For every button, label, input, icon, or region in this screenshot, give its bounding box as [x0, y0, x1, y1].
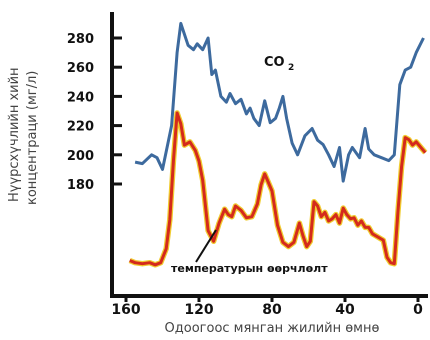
co2-series-layer	[134, 21, 425, 183]
y-tick-label-240: 240	[67, 90, 94, 105]
y-tick-label-260: 260	[67, 61, 94, 76]
x-tick-label-120: 120	[184, 302, 213, 318]
x-tick-label-80: 80	[262, 302, 282, 318]
y-tick-label-220: 220	[67, 120, 94, 135]
x-tick-label-160: 160	[111, 302, 140, 318]
y-tick-label-180: 180	[67, 178, 94, 193]
x-tick-label-40: 40	[335, 302, 355, 318]
temperature-series-layer	[128, 110, 428, 268]
co2-annotation-subscript: 2	[288, 63, 294, 73]
x-tick-label-0: 0	[413, 302, 423, 318]
co2-series-line	[134, 21, 425, 183]
y-axis-title-line-2: концентраци (мг/л)	[25, 71, 40, 205]
co2-annotation-label: CO	[264, 55, 285, 70]
y-tick-label-200: 200	[67, 149, 94, 164]
y-tick-label-280: 280	[67, 32, 94, 47]
x-axis-title: Одоогоос мянган жилийн өмнө	[165, 321, 380, 336]
temperature-series-line	[129, 111, 427, 267]
ticks-layer: 180 200 220 240 260 280 160 120 80 40 0	[67, 32, 423, 318]
temperature-annotation-pointer	[195, 229, 217, 263]
y-axis-title-line-1: Нүүрсхүчлийн хийн	[7, 67, 22, 202]
temperature-annotation-label: температурын өөрчлөлт	[171, 262, 328, 275]
